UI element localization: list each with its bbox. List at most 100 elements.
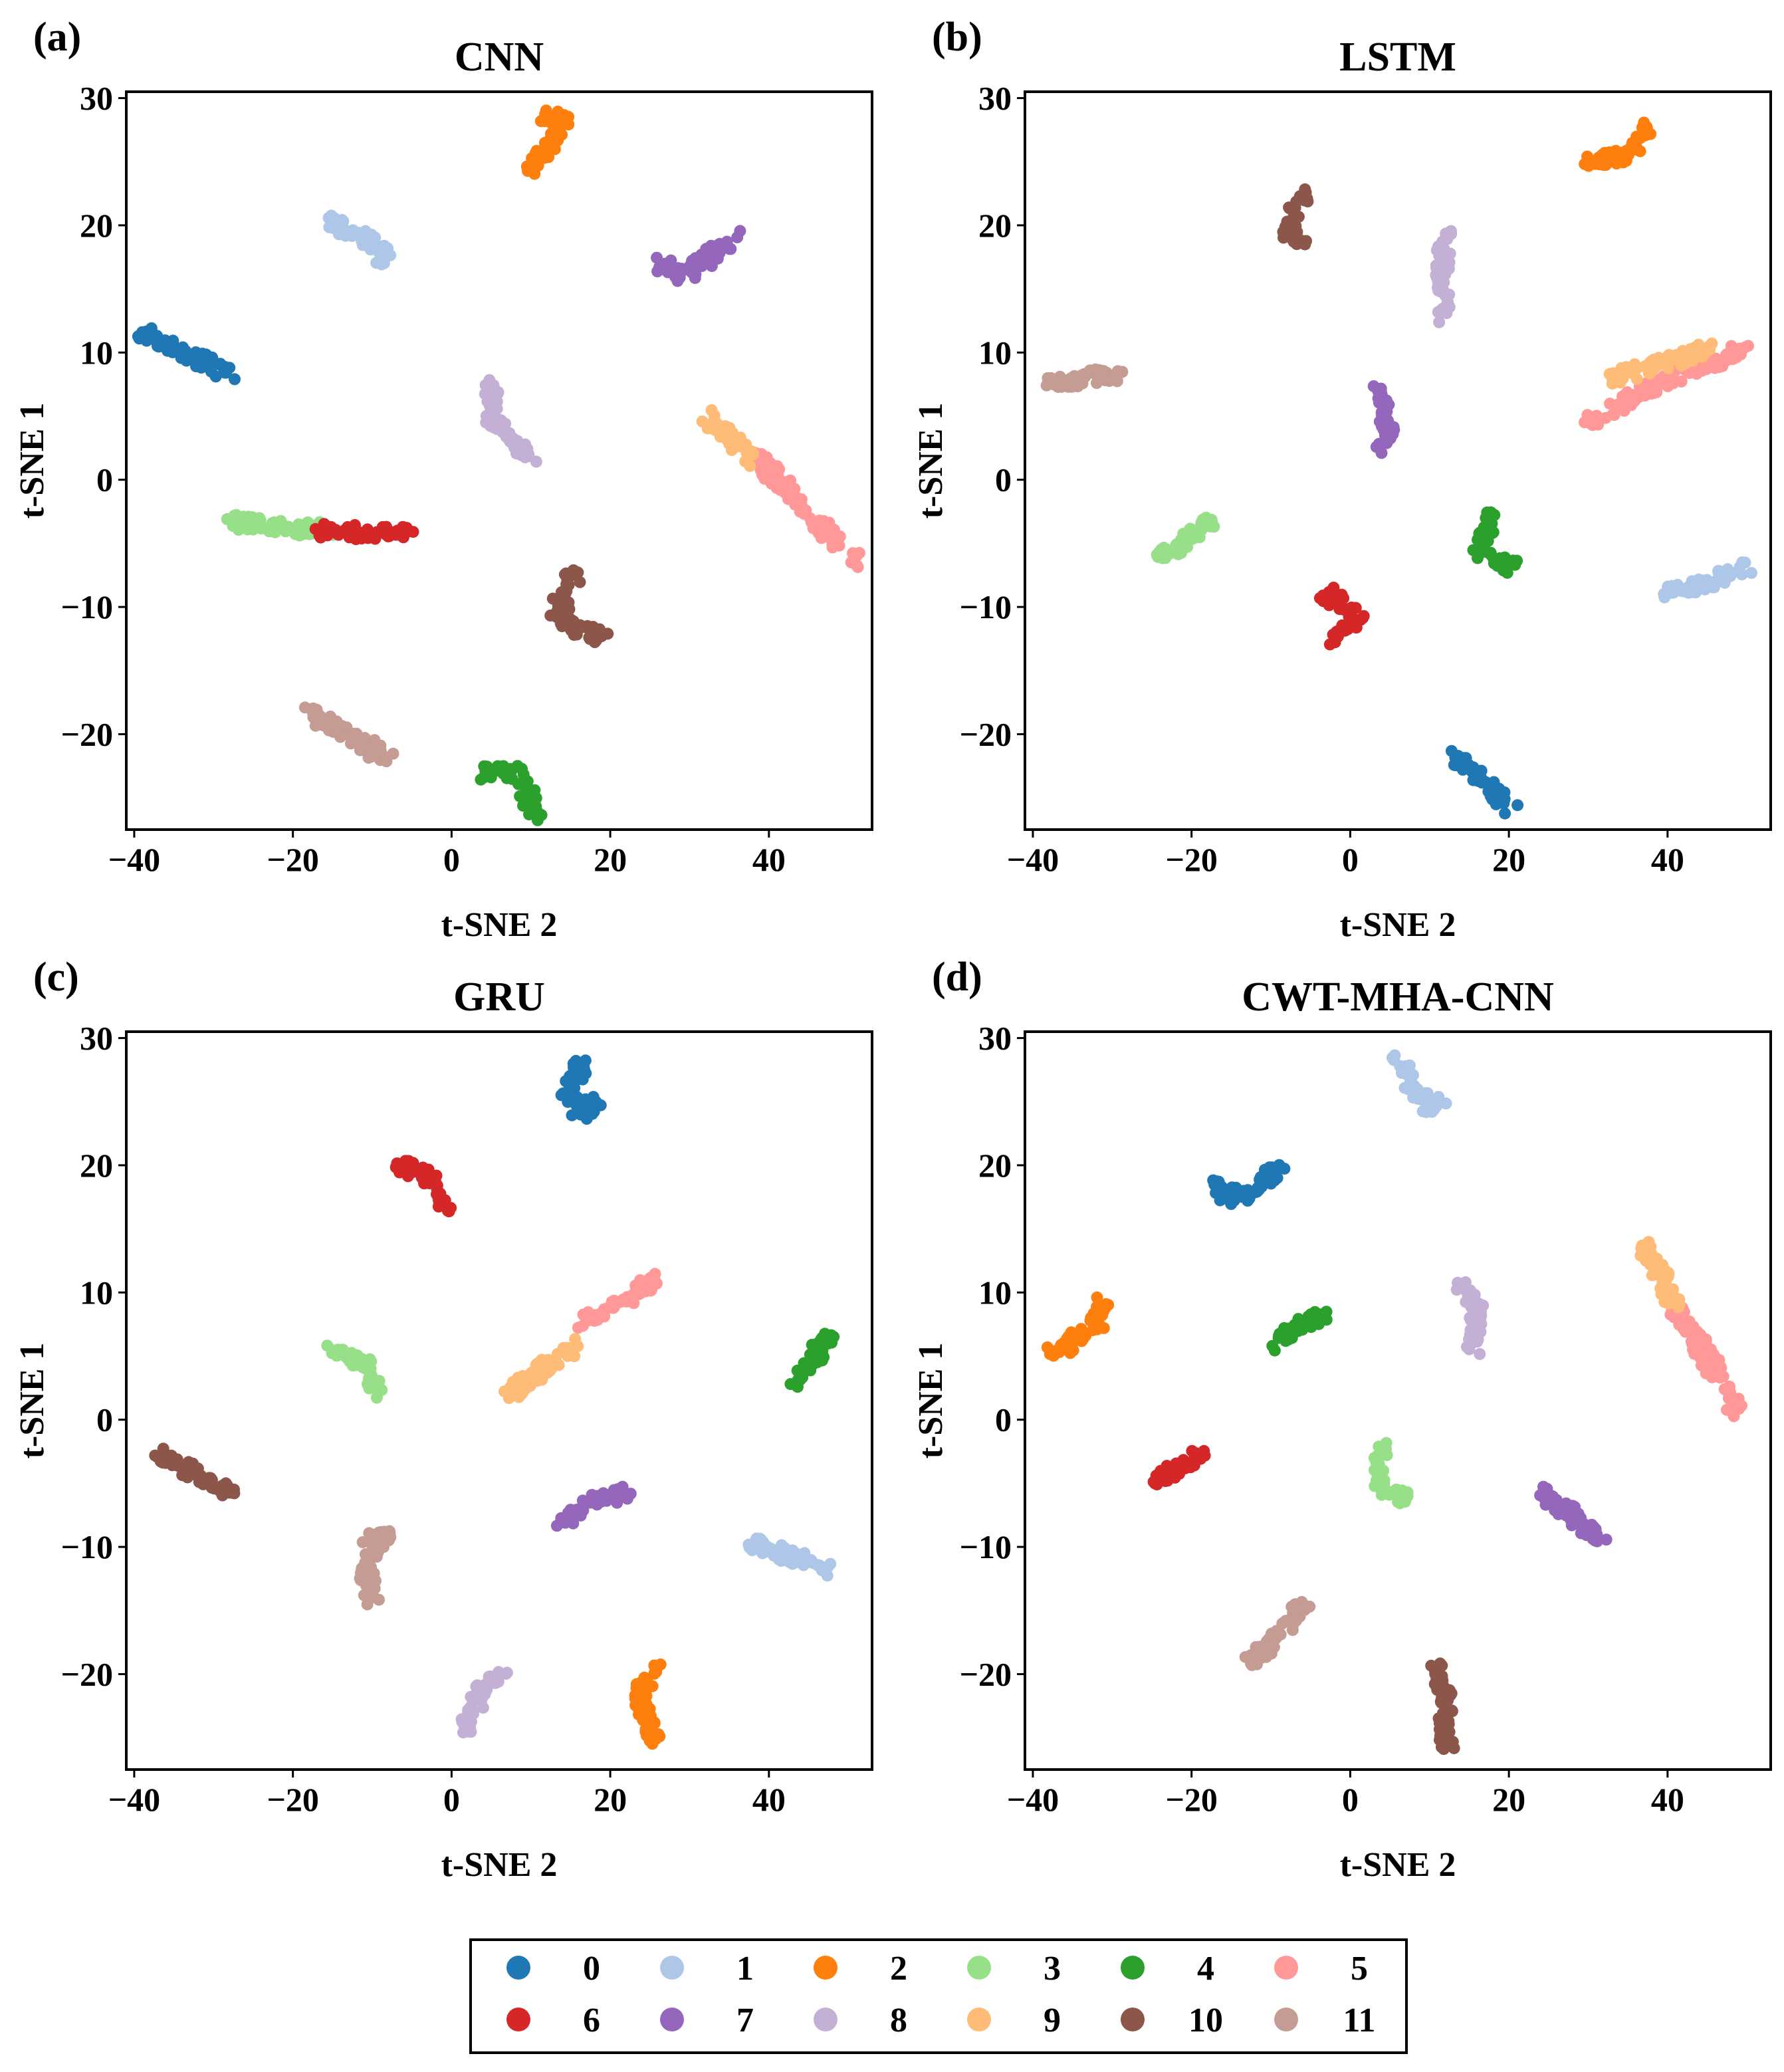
scatter-point [630, 1682, 643, 1694]
cluster-class-1 [742, 1532, 837, 1582]
scatter-point [319, 720, 332, 733]
scatter-point [1382, 430, 1394, 443]
cluster-class-5 [1579, 340, 1755, 431]
legend-label: 1 [736, 1950, 754, 1988]
scatter-points [149, 1054, 840, 1750]
cluster-class-7 [1534, 1480, 1613, 1548]
cluster-class-8 [1430, 225, 1458, 328]
scatter-point [1714, 354, 1727, 367]
scatter-point [853, 546, 865, 559]
scatter-point [531, 1357, 544, 1370]
y-tick-label: 0 [96, 1401, 113, 1439]
scatter-point [1728, 1410, 1740, 1423]
scatter-point [517, 446, 530, 459]
scatter-point [1498, 795, 1510, 808]
scatter-point [179, 344, 191, 357]
cluster-class-6 [1313, 582, 1370, 651]
x-tick-label: −40 [1007, 841, 1059, 878]
y-tick-label: 10 [80, 1274, 113, 1311]
scatter-point [1499, 807, 1511, 820]
scatter-point [269, 526, 281, 538]
plot-frame [125, 90, 873, 831]
cluster-class-11 [354, 1525, 397, 1611]
scatter-point [562, 1095, 574, 1108]
scatter-point [1357, 610, 1370, 622]
legend-entry: 1 [660, 1950, 754, 1988]
scatter-point [1450, 1284, 1463, 1296]
cluster-class-6 [309, 518, 419, 546]
cluster-class-6 [1147, 1444, 1211, 1491]
scatter-point [1323, 599, 1335, 612]
scatter-point [344, 1355, 356, 1368]
scatter-point [565, 624, 578, 637]
scatter-point [611, 1494, 623, 1507]
scatter-point [1305, 1321, 1317, 1333]
panel-label: (a) [33, 15, 81, 60]
panel-c: (c) GRU −40 −20 0 20 40 −20 −10 0 10 20 30 t-SNE 2 t-S… [13, 955, 873, 1884]
scatter-point [1068, 376, 1081, 389]
cluster-class-8 [455, 1666, 513, 1739]
scatter-point [1658, 591, 1671, 604]
scatter-point [1615, 400, 1627, 412]
scatter-point [557, 607, 570, 620]
chart-title: LSTM [1339, 35, 1456, 80]
scatter-point [370, 257, 383, 269]
y-tick-label: 20 [80, 1147, 113, 1184]
scatter-point [804, 512, 816, 524]
legend-entry: 10 [1121, 2002, 1223, 2039]
scatter-point [1603, 156, 1616, 168]
legend-marker [814, 2008, 837, 2031]
scatter-point [1441, 1722, 1454, 1734]
scatter-point [1398, 1496, 1411, 1508]
x-tick-label: 20 [1492, 1781, 1525, 1818]
scatter-point [792, 1375, 804, 1387]
scatter-point [675, 263, 688, 275]
scatter-point [661, 266, 674, 279]
cluster-class-5 [572, 1268, 663, 1334]
scatter-point [1668, 1297, 1680, 1310]
scatter-point [767, 461, 779, 474]
scatter-point [523, 808, 535, 821]
scatter-point [1206, 515, 1218, 528]
x-tick-label: −40 [108, 1781, 161, 1818]
scatter-point [1103, 375, 1116, 388]
scatter-point [1251, 1658, 1263, 1670]
scatter-point [1666, 580, 1678, 592]
y-tick-label: −20 [61, 1655, 114, 1692]
scatter-point [651, 251, 663, 264]
scatter-point [530, 455, 542, 468]
scatter-point [525, 1366, 538, 1379]
legend-marker [1121, 1956, 1145, 1980]
scatter-point [560, 1075, 572, 1088]
legend-marker [1274, 2008, 1298, 2031]
scatter-point [1407, 1089, 1420, 1101]
scatter-point [1327, 582, 1340, 594]
scatter-point [205, 366, 217, 378]
scatter-point [363, 1382, 376, 1395]
y-tick-label: 10 [978, 1274, 1012, 1311]
scatter-point [1509, 558, 1521, 571]
scatter-point [1640, 121, 1653, 134]
scatter-point [566, 1109, 578, 1121]
legend-marker [1274, 1956, 1298, 1980]
scatter-point [756, 1547, 769, 1559]
y-tick-label: 20 [978, 1147, 1012, 1184]
scatter-point [1565, 1514, 1577, 1526]
legend-marker [660, 1956, 684, 1980]
scatter-point [1439, 289, 1452, 302]
scatter-point [332, 1343, 344, 1356]
scatter-point [1302, 1310, 1315, 1323]
scatter-point [746, 1544, 758, 1557]
scatter-point [1698, 343, 1711, 356]
scatter-point [587, 621, 600, 633]
scatter-point [1700, 1367, 1712, 1379]
cluster-class-4 [475, 760, 548, 826]
cluster-class-10 [1277, 183, 1314, 251]
cluster-class-9 [696, 404, 759, 472]
scatter-point [591, 1498, 604, 1511]
y-tick-label: 20 [80, 207, 113, 244]
scatter-point [572, 1322, 584, 1334]
scatter-point [826, 1332, 839, 1345]
scatter-point [1116, 366, 1129, 378]
legend-label: 6 [583, 2002, 600, 2039]
